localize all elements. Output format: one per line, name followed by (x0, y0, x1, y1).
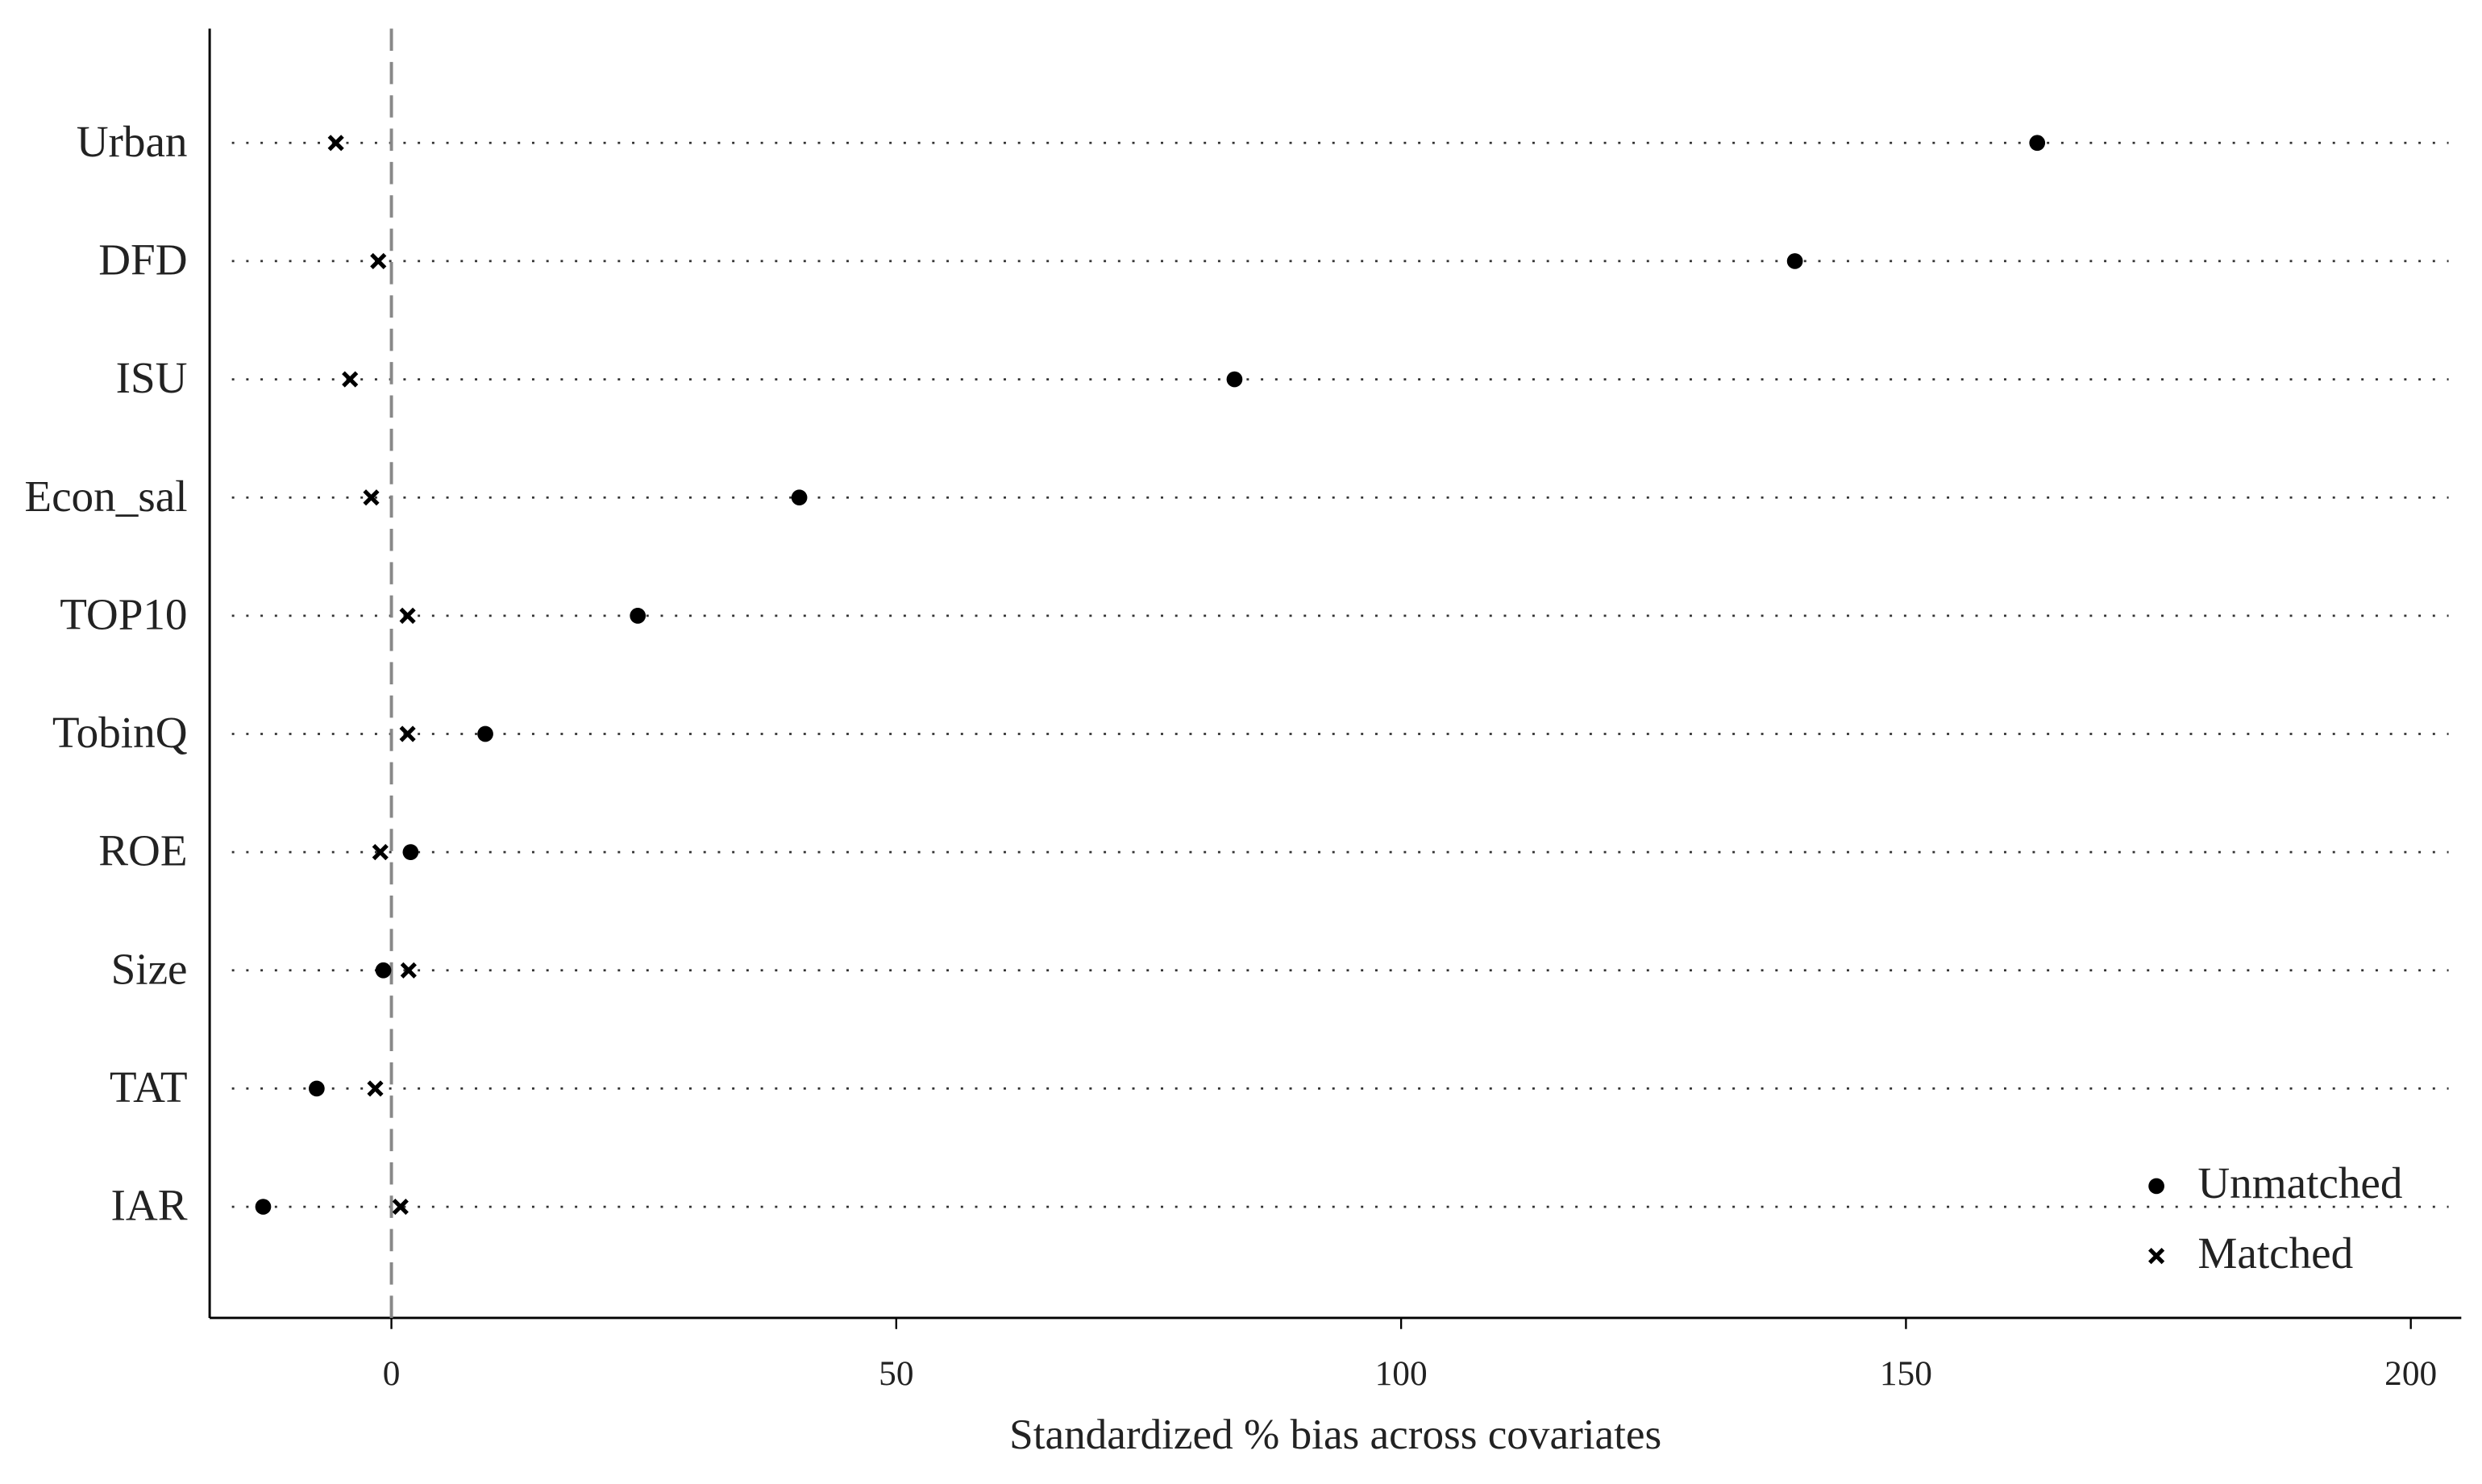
data-point (309, 1080, 325, 1097)
data-point (392, 1198, 409, 1216)
data-point (1226, 371, 1243, 388)
data-point (399, 725, 416, 742)
x-axis-label: Standardized % bias across covariates (1009, 1411, 1661, 1458)
x-tick-label: 0 (383, 1354, 401, 1393)
data-point (402, 844, 419, 860)
data-point (2029, 135, 2046, 152)
data-point (342, 371, 359, 388)
y-tick-label: ROE (98, 826, 187, 875)
data-point (372, 844, 389, 861)
y-tick-label: ISU (116, 353, 188, 402)
data-point (1786, 253, 1803, 269)
legend-marker (2148, 1178, 2164, 1195)
data-point (791, 489, 808, 506)
x-tick-label: 50 (879, 1354, 913, 1393)
x-tick-label: 150 (1880, 1354, 1932, 1393)
legend-label: Matched (2197, 1228, 2353, 1278)
data-point (375, 962, 392, 979)
x-tick-label: 200 (2384, 1354, 2437, 1393)
legend-marker (2148, 1248, 2165, 1265)
data-point (399, 607, 416, 624)
data-point (370, 252, 387, 270)
x-tick-label: 100 (1375, 1354, 1428, 1393)
data-point (255, 1199, 272, 1215)
legend-label: Unmatched (2197, 1158, 2402, 1208)
data-point (363, 489, 380, 506)
y-tick-label: TAT (110, 1062, 188, 1112)
data-point (400, 962, 417, 979)
y-tick-label: Urban (77, 117, 188, 166)
y-tick-label: Econ_sal (24, 472, 187, 521)
y-tick-label: DFD (98, 235, 187, 285)
y-tick-label: IAR (111, 1181, 188, 1230)
y-tick-label: TOP10 (60, 589, 187, 638)
data-point (630, 608, 646, 624)
y-tick-label: Size (111, 944, 188, 993)
data-point (327, 135, 344, 152)
y-tick-label: TobinQ (52, 708, 188, 757)
data-point (477, 725, 493, 742)
data-point (367, 1080, 384, 1097)
